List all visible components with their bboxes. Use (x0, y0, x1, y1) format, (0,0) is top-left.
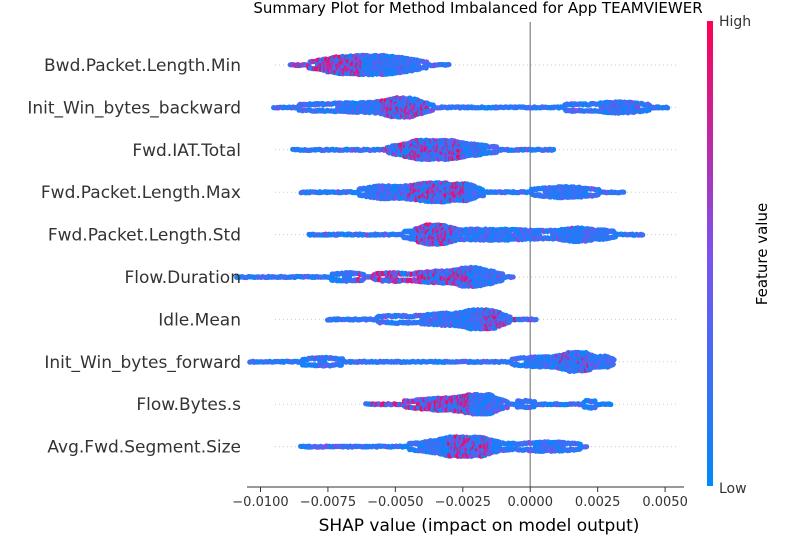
feature-row-points (290, 137, 557, 163)
feature-row-points (287, 52, 452, 78)
feature-row-points (325, 307, 539, 332)
shap-point (533, 316, 539, 323)
feature-row-points (234, 264, 516, 289)
feature-row-points (298, 180, 627, 205)
shap-point (621, 189, 627, 195)
shap-point (665, 105, 671, 111)
shap-point (551, 146, 557, 153)
feature-row-points (247, 349, 617, 374)
shap-point (510, 274, 516, 280)
data-points (234, 52, 671, 459)
chart-title: Summary Plot for Method Imbalanced for A… (253, 0, 702, 17)
feature-row-points (306, 222, 646, 247)
shap-point (446, 61, 452, 68)
shap-point (640, 232, 646, 238)
feature-row-points (271, 95, 671, 120)
feature-row-guides (275, 64, 678, 448)
